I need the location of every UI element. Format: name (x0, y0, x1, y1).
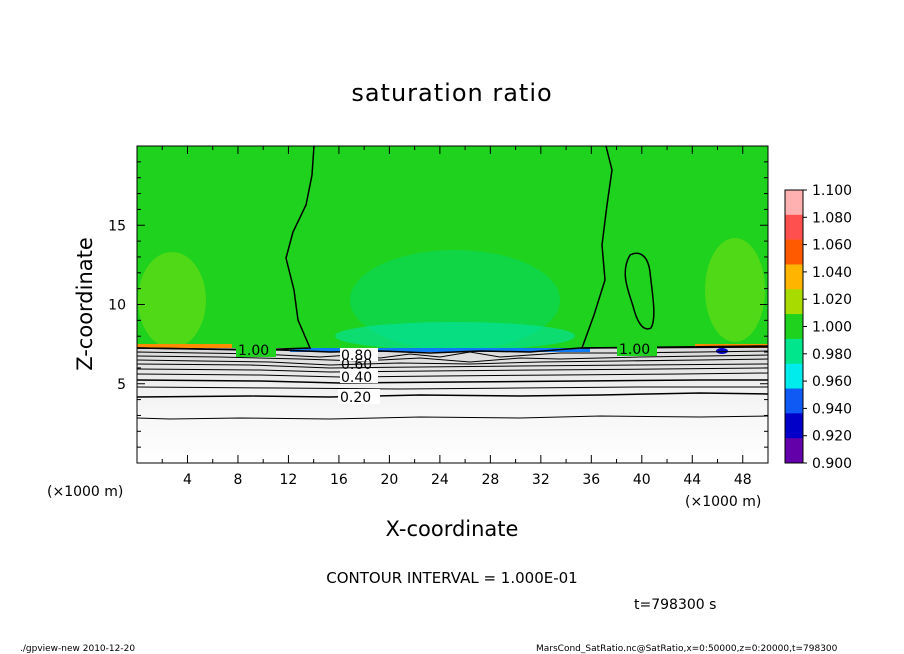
colorbar-label-1: 1.080 (812, 210, 852, 226)
contour-label-6: 1.00 (619, 342, 650, 358)
x-tick-label-1: 8 (233, 472, 242, 488)
colorbar-swatch-0 (785, 190, 803, 216)
x-tick-label-11: 48 (734, 472, 752, 488)
colorbar-swatch-8 (785, 388, 803, 414)
x-unit-label: (×1000 m) (685, 494, 761, 510)
contour-lines (136, 145, 769, 420)
contour-label-4: 0.40 (341, 370, 372, 386)
y-axis-label: Z-coordinate (73, 237, 97, 371)
contour-0.20 (136, 392, 769, 398)
contour-0.95 (136, 350, 769, 359)
y-axis-ticks (137, 161, 768, 448)
time-label: t=798300 s (634, 597, 716, 613)
x-tick-label-6: 28 (481, 472, 499, 488)
x-axis-label: X-coordinate (386, 517, 519, 541)
contour-0.80 (136, 358, 769, 366)
contour-label-1: 1.00 (238, 343, 269, 359)
colorbar-swatch-6 (785, 338, 803, 365)
contour-label-2: 0.80 (341, 348, 372, 364)
colorbar-swatch-5 (785, 314, 803, 340)
contour-label-bg-2 (340, 348, 378, 361)
x-tick-label-8: 36 (582, 472, 600, 488)
colorbar-label-3: 1.040 (812, 265, 852, 281)
colorbar-label-2: 1.060 (812, 238, 852, 254)
x-tick-label-4: 20 (380, 472, 398, 488)
contour-0.10 (136, 415, 769, 420)
yellow-green-patch-left (138, 252, 206, 348)
contour-1.00-left (136, 145, 315, 351)
colorbar-label-9: 0.920 (812, 429, 852, 445)
x-tick-label-7: 32 (532, 472, 550, 488)
blue-band-center (290, 348, 590, 352)
colorbar-swatch-7 (785, 363, 803, 390)
saturated-region (137, 146, 768, 348)
colorbar-label-10: 0.900 (812, 456, 852, 472)
colorbar-label-4: 1.020 (812, 292, 852, 308)
colorbar-label-6: 0.980 (812, 347, 852, 363)
x-tick-label-2: 12 (280, 472, 298, 488)
y-axis-tick-labels: 5 10 15 (108, 218, 126, 393)
y-tick-label-0: 5 (117, 377, 126, 393)
contour-label-bg-1 (236, 341, 276, 357)
colorbar-labels: 1.100 1.080 1.060 1.040 1.020 1.000 0.980 0.960… (803, 183, 852, 472)
contour-label-bg-6 (617, 340, 657, 356)
contour-1.00-island (624, 252, 655, 330)
x-axis-tick-labels: 4 8 12 16 20 24 28 32 36 40 44 48 (183, 472, 752, 488)
colorbar-swatch-9 (785, 413, 803, 439)
contour-0.30 (136, 386, 768, 390)
colorbar (785, 190, 803, 464)
colorbar-label-5: 1.000 (812, 320, 852, 336)
plot-area: 1.00 0.80 0.60 0.40 0.20 1.00 (136, 145, 769, 464)
contour-0.90 (136, 354, 769, 363)
contour-1.00-base (136, 346, 769, 354)
contour-0.70 (136, 363, 769, 369)
colorbar-label-7: 0.960 (812, 374, 852, 390)
contour-label-5: 0.20 (340, 390, 371, 406)
colorbar-swatch-10 (785, 438, 803, 464)
colorbar-swatch-2 (785, 239, 803, 265)
footer-left: ./gpview-new 2010-12-20 (20, 644, 135, 654)
cyan-patch (335, 322, 575, 350)
dark-blue-spot (716, 348, 728, 354)
contour-0.60 (136, 367, 769, 373)
colorbar-swatch-4 (785, 289, 803, 315)
orange-band-left (137, 344, 232, 348)
x-tick-label-3: 16 (330, 472, 348, 488)
contour-0.50 (136, 372, 769, 378)
x-tick-label-9: 40 (633, 472, 651, 488)
x-tick-label-10: 44 (683, 472, 701, 488)
colorbar-swatch-1 (785, 214, 803, 241)
chart-title: saturation ratio (351, 79, 552, 107)
y-tick-label-1: 10 (108, 298, 126, 314)
footer-right: MarsCond_SatRatio.nc@SatRatio,x=0:50000,… (536, 644, 838, 654)
y-unit-label: (×1000 m) (47, 484, 123, 500)
x-axis-ticks (161, 146, 744, 463)
contour-interval-text: CONTOUR INTERVAL = 1.000E-01 (326, 569, 577, 587)
colorbar-swatch-3 (785, 264, 803, 290)
contour-0.40 (136, 379, 768, 384)
contour-label-bg-5 (338, 389, 380, 404)
colorbar-label-8: 0.940 (812, 401, 852, 417)
colorbar-label-0: 1.100 (812, 183, 852, 199)
y-tick-label-2: 15 (108, 218, 126, 234)
contour-1.00-right (580, 145, 769, 349)
yellow-green-patch-right (705, 238, 765, 342)
contour-label-bg-4 (340, 369, 378, 383)
x-tick-label-5: 24 (431, 472, 449, 488)
x-tick-label-0: 4 (183, 472, 192, 488)
